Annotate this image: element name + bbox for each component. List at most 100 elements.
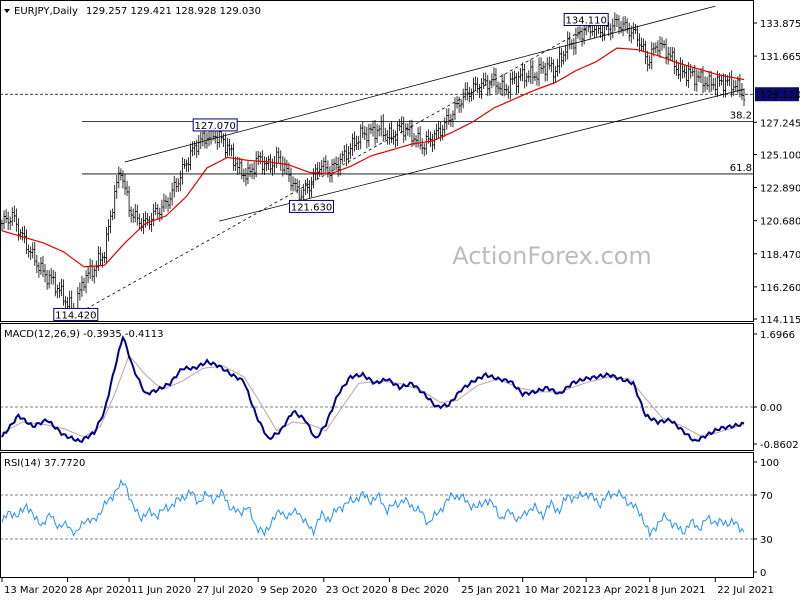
price-bar	[39, 257, 43, 276]
price-bar	[259, 151, 262, 165]
price-bar	[466, 82, 469, 101]
price-bar	[131, 208, 135, 223]
price-bar	[658, 36, 662, 59]
level-label: 127.070	[192, 118, 238, 132]
price-bar	[232, 143, 235, 171]
time-tick-label: 11 Jun 2020	[131, 585, 191, 596]
price-bar	[357, 135, 360, 151]
sma-line	[1, 47, 745, 268]
price-bar	[263, 156, 266, 175]
price-bar	[375, 124, 379, 144]
price-bar	[177, 178, 180, 192]
price-bar	[541, 61, 545, 74]
price-bar	[451, 110, 455, 128]
price-bar	[379, 115, 383, 137]
price-bar	[31, 242, 34, 259]
price-bar	[705, 76, 709, 90]
macd-tick-label: -0.8602	[760, 440, 799, 451]
time-tick-label: 27 Jul 2020	[197, 585, 254, 596]
price-bar	[332, 158, 336, 170]
price-bar	[134, 203, 137, 223]
price-bar	[498, 82, 502, 94]
price-bar	[154, 201, 157, 216]
price-bar	[339, 153, 342, 176]
price-bar	[254, 151, 258, 178]
rsi-axis-ticks: 100 70 30 0	[753, 458, 779, 579]
collapse-triangle-icon[interactable]	[4, 9, 10, 13]
price-bar	[23, 225, 26, 244]
price-bar	[418, 126, 422, 150]
macd-axis-ticks: 1.6966 0.00 -0.8602	[753, 330, 799, 451]
price-bar	[693, 64, 697, 92]
price-bar	[623, 16, 627, 32]
price-bar	[242, 168, 246, 183]
price-bar	[408, 120, 412, 138]
price-bar	[166, 197, 170, 212]
price-bar	[197, 135, 200, 156]
price-bar	[707, 70, 711, 93]
price-bar	[712, 77, 715, 90]
price-tick-label: 133.875	[760, 19, 800, 30]
price-bar	[453, 97, 457, 121]
price-bar	[355, 135, 358, 150]
price-axis-ticks: 133.875 131.665 127.245 125.100 122.890 120.6…	[753, 19, 800, 326]
price-bar	[386, 129, 389, 145]
price-bar	[136, 204, 139, 226]
price-bar	[49, 268, 53, 285]
price-bar	[437, 120, 440, 138]
price-bar	[461, 88, 465, 109]
time-tick-label: 8 Dec 2020	[391, 585, 449, 596]
price-bar	[511, 71, 514, 85]
symbol-label: EURJPY,Daily	[14, 6, 78, 17]
price-bar	[58, 282, 61, 298]
price-bar	[664, 38, 668, 65]
price-bar	[580, 27, 584, 47]
price-bar	[29, 246, 32, 260]
price-bar	[150, 212, 153, 232]
price-tick-label: 114.115	[760, 315, 800, 326]
price-bar	[388, 123, 391, 145]
price-bar	[648, 55, 651, 69]
price-bar	[517, 71, 520, 94]
price-bar	[27, 244, 30, 258]
price-bar	[8, 216, 12, 230]
price-bar	[207, 130, 211, 147]
price-bar	[41, 255, 45, 278]
price-bar	[628, 22, 631, 42]
price-bar	[390, 121, 393, 144]
price-bar	[632, 22, 635, 40]
price-bar	[265, 157, 268, 172]
current-price-box	[755, 87, 799, 102]
price-bar	[25, 229, 28, 255]
time-tick-label: 23 Apr 2021	[588, 585, 650, 596]
price-bar	[691, 66, 694, 77]
price-bar	[107, 219, 110, 242]
price-bar	[527, 70, 530, 83]
fib-level-label: 38.2	[730, 111, 752, 122]
price-bar	[447, 108, 451, 125]
price-bar	[703, 76, 707, 92]
price-bar	[507, 85, 510, 99]
price-bar	[666, 46, 670, 65]
price-bar	[410, 119, 414, 147]
level-label-box	[563, 12, 609, 26]
price-bar	[611, 18, 615, 39]
price-bar	[129, 206, 133, 223]
price-bar	[640, 37, 643, 52]
rsi-tick-label: 70	[760, 491, 773, 502]
price-bar	[398, 119, 401, 131]
price-bar	[543, 62, 547, 82]
price-bar	[156, 204, 159, 220]
price-bar	[519, 67, 522, 81]
price-bar	[304, 179, 307, 196]
price-bar	[43, 264, 47, 283]
price-bar	[697, 70, 701, 82]
price-bar	[613, 12, 617, 32]
price-bar	[371, 120, 375, 137]
price-bar	[310, 177, 313, 198]
price-bar	[464, 82, 467, 101]
price-bar	[435, 124, 438, 141]
price-bar	[271, 158, 274, 176]
price-bar	[289, 167, 293, 191]
price-bar	[269, 153, 272, 173]
